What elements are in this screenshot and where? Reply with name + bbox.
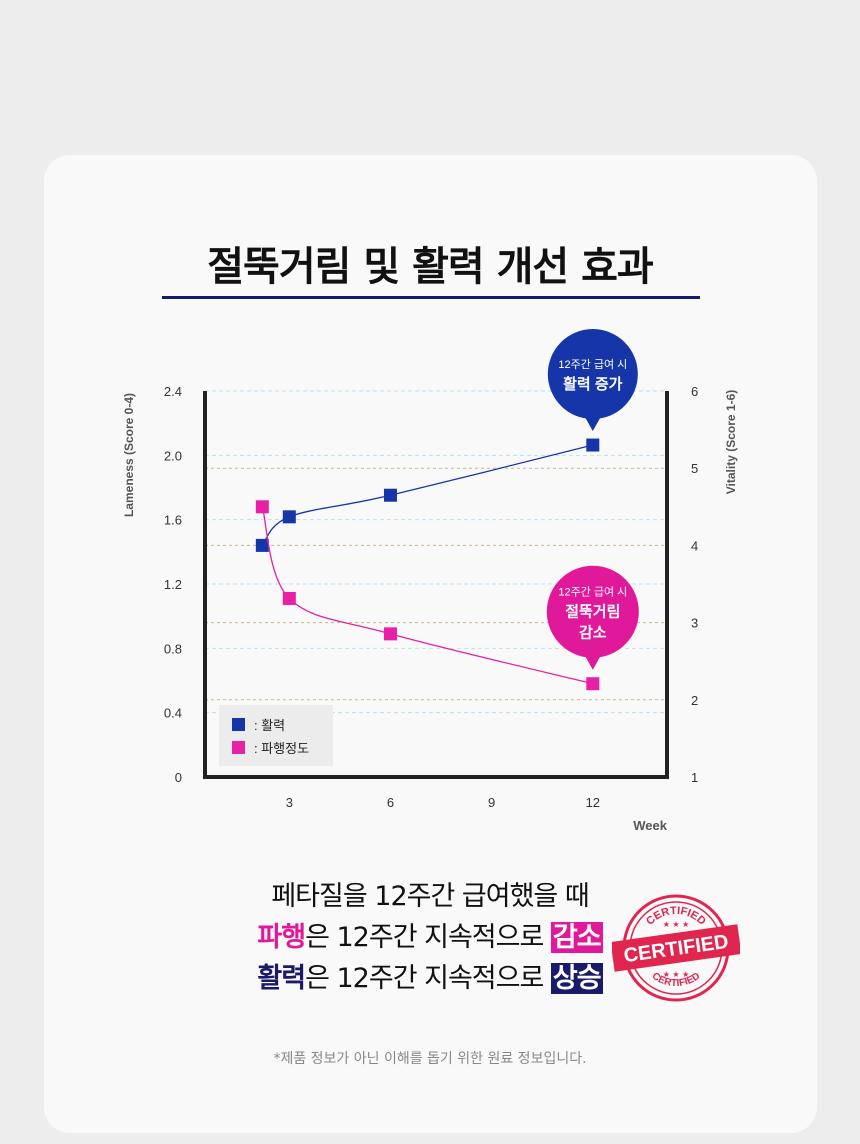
data-point-1: [282, 591, 296, 605]
x-axis-label: Week: [633, 818, 667, 833]
legend-box: [219, 705, 333, 766]
summary-line-3: 활력은 12주간 지속적으로 상승: [200, 958, 660, 999]
svg-text:CERTIFIED: CERTIFIED: [650, 971, 702, 989]
callout-text: 12주간 급여 시: [558, 586, 627, 599]
summary-increase-badge: 상승: [550, 963, 603, 994]
data-point-1: [255, 500, 269, 514]
left-tick-label: 0.8: [164, 641, 182, 656]
left-tick-label: 2.0: [164, 448, 182, 463]
callout-text: 감소: [579, 624, 607, 642]
summary-line-1: 페타질을 12주간 급여했을 때: [271, 881, 589, 912]
left-tick-label: 2.4: [164, 384, 182, 399]
summary-line-3-mid: 은 12주간 지속적으로: [305, 963, 551, 994]
right-tick-label: 1: [691, 770, 698, 785]
right-tick-label: 3: [691, 616, 698, 631]
callout-text: 절뚝거림: [565, 603, 620, 621]
callout-bubble: [546, 565, 639, 658]
right-tick-label: 6: [691, 384, 698, 399]
stamp-star-bottom: ★ ★ ★: [663, 970, 690, 979]
data-point-0: [255, 538, 269, 552]
data-point-0: [586, 438, 600, 452]
data-point-1: [586, 677, 600, 691]
legend-swatch: [232, 741, 245, 754]
x-tick-label: 12: [586, 795, 600, 810]
series-line-1: [261, 506, 593, 685]
left-tick-label: 0: [175, 770, 182, 785]
left-tick-label: 1.6: [164, 513, 182, 528]
data-point-0: [282, 510, 296, 524]
page-title: 절뚝거림 및 활력 개선 효과: [207, 244, 654, 290]
data-point-0: [383, 488, 397, 502]
left-tick-label: 0.4: [164, 706, 182, 721]
x-tick-label: 9: [488, 795, 495, 810]
summary-lameness-word: 파행: [257, 922, 306, 953]
footnote: *제품 정보가 아닌 이해를 돕기 위한 원료 정보입니다.: [273, 1051, 587, 1067]
legend-label: : 활력: [254, 718, 285, 733]
legend-label: : 파행정도: [254, 741, 309, 756]
callout-text: 활력 증가: [563, 375, 623, 393]
callout-text: 12주간 급여 시: [558, 358, 627, 371]
right-tick-label: 5: [691, 461, 698, 476]
right-axis-title: Vitality (Score 1-6): [724, 390, 738, 494]
summary-vitality-word: 활력: [257, 963, 306, 994]
title-underline: [162, 296, 700, 299]
callout-bubble: [547, 329, 638, 420]
stamp-bottom-text: CERTIFIED: [650, 971, 702, 989]
stamp-star-top: ★ ★ ★: [663, 920, 690, 929]
certified-stamp-icon: CERTIFIED CERTIFIED CERTIFIED ★ ★ ★ ★ ★ …: [612, 894, 740, 1002]
right-tick-label: 2: [691, 693, 698, 708]
data-point-1: [383, 627, 397, 641]
left-tick-label: 1.2: [164, 577, 182, 592]
callout-pointer: [583, 653, 602, 670]
series-line-0: [261, 444, 593, 546]
summary-decrease-badge: 감소: [550, 922, 603, 953]
right-tick-label: 4: [691, 538, 698, 553]
x-tick-label: 6: [387, 795, 394, 810]
summary-line-2: 파행은 12주간 지속적으로 감소: [200, 917, 660, 958]
legend-swatch: [232, 718, 245, 731]
callout-pointer: [583, 415, 602, 432]
x-tick-label: 3: [286, 795, 293, 810]
summary-text: 페타질을 12주간 급여했을 때 파행은 12주간 지속적으로 감소 활력은 1…: [200, 876, 660, 999]
left-axis-title: Lameness (Score 0-4): [122, 393, 136, 517]
summary-line-2-mid: 은 12주간 지속적으로: [305, 922, 551, 953]
